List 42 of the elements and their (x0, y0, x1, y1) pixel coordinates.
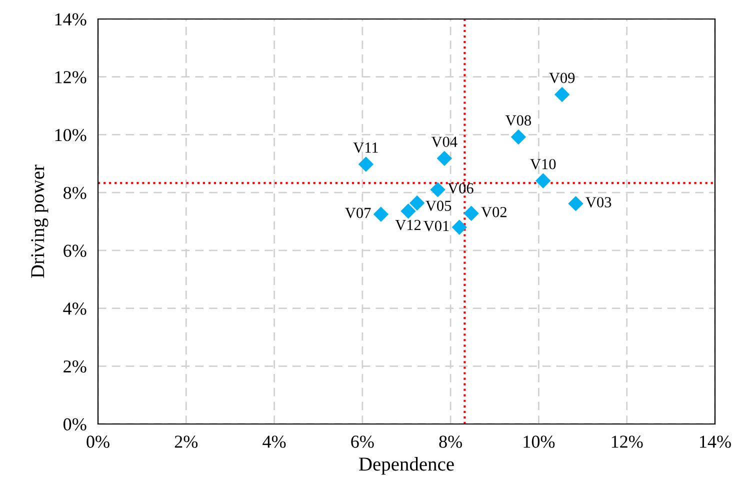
point (358, 156, 374, 172)
series-label: V12 (395, 220, 421, 230)
series-label: V10 (530, 158, 556, 170)
x-axis-title: Dependence (359, 457, 454, 475)
x-tick-label: 6% (351, 436, 374, 448)
x-tick-label: 8% (439, 436, 462, 448)
y-tick-label: 10% (55, 128, 86, 142)
x-tick-label: 4% (262, 436, 286, 448)
series-label: V05 (426, 200, 452, 212)
point (536, 173, 551, 188)
point (568, 196, 584, 212)
point (436, 150, 452, 166)
y-tick-label: 2% (64, 360, 86, 373)
x-tick-label: 10% (524, 436, 555, 448)
y-tick-label: 8% (64, 186, 86, 200)
x-tick-label: 14% (700, 436, 731, 448)
series-label: V04 (431, 136, 458, 148)
series-label: V06 (448, 183, 474, 194)
series-label: V01 (424, 220, 449, 232)
series-label: V02 (481, 206, 506, 218)
y-tick-label: 6% (64, 244, 86, 257)
x-tick-label: 12% (612, 436, 643, 448)
point (464, 206, 479, 222)
y-tick-label: 12% (55, 71, 86, 84)
x-tick-label: 2% (174, 436, 198, 448)
x-tick-label: 0% (86, 436, 110, 448)
series-label: V03 (586, 197, 612, 208)
y-tick-label: 4% (63, 302, 86, 315)
series-label: V09 (549, 72, 575, 84)
y-axis-title: Driving power (31, 164, 48, 278)
point (430, 182, 446, 198)
point (400, 203, 416, 219)
y-tick-label: 14% (55, 13, 86, 26)
point (510, 129, 526, 145)
point (409, 195, 425, 211)
y-tick-label: 0% (64, 418, 86, 430)
series-label: V11 (353, 142, 378, 153)
point (452, 220, 467, 235)
series-label: V08 (505, 115, 532, 126)
series-label: V07 (345, 208, 371, 218)
point (554, 86, 570, 102)
point (373, 206, 389, 222)
